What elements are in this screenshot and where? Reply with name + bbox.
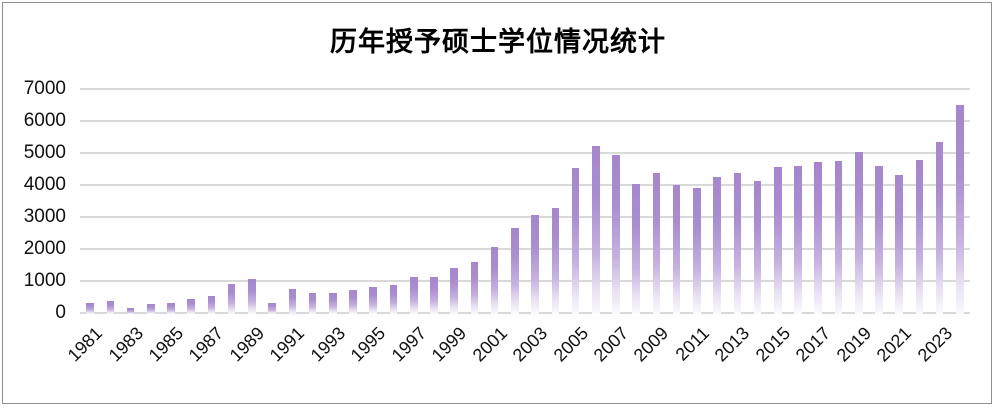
y-axis-label: 6000 [23, 110, 66, 131]
y-axis-label: 2000 [23, 238, 66, 259]
y-axis-label: 3000 [23, 206, 66, 227]
bar-2007 [612, 154, 620, 315]
gridline [80, 184, 970, 186]
bar-1982 [106, 301, 115, 315]
bar-2011 [693, 187, 701, 315]
bar-2003 [531, 215, 539, 315]
bar-2000 [470, 262, 479, 315]
y-axis-label: 1000 [23, 270, 66, 291]
bar-1984 [146, 304, 155, 315]
bar-1983 [126, 307, 135, 315]
bar-1990 [268, 303, 276, 315]
gridline [80, 280, 970, 282]
gridline [80, 248, 970, 250]
bar-2022 [915, 160, 924, 315]
bar-2021 [895, 175, 903, 315]
bar-1993 [329, 292, 337, 315]
bar-1995 [369, 287, 378, 315]
bar-2002 [511, 228, 519, 315]
bar-2014 [753, 180, 762, 315]
bar-2018 [834, 161, 843, 315]
bar-2010 [672, 184, 681, 315]
bar-1987 [207, 296, 216, 315]
bar-2012 [713, 177, 721, 315]
gridline [80, 152, 970, 154]
bar-1997 [409, 277, 418, 315]
bar-2017 [814, 162, 823, 315]
chart-title: 历年授予硕士学位情况统计 [330, 27, 666, 57]
bar-2004 [551, 208, 560, 315]
bar-2024 [956, 105, 964, 315]
bar-1991 [288, 289, 297, 315]
x-axis-line [80, 312, 970, 314]
bar-2008 [632, 183, 641, 315]
bar-1988 [227, 283, 236, 315]
y-axis-label: 5000 [23, 142, 66, 163]
bar-2019 [854, 152, 863, 315]
gridline [80, 88, 970, 90]
bar-1985 [167, 302, 175, 315]
y-axis-label: 4000 [23, 174, 66, 195]
bar-1998 [430, 276, 438, 315]
bar-2001 [490, 247, 499, 315]
y-axis-label: 0 [55, 302, 66, 323]
gridline [80, 216, 970, 218]
bar-1996 [389, 284, 398, 315]
bar-1981 [86, 303, 94, 315]
bar-1999 [450, 267, 458, 315]
bar-2015 [774, 167, 782, 315]
bar-2009 [652, 173, 661, 315]
bar-1986 [187, 298, 196, 315]
gridline [80, 120, 970, 122]
bar-1989 [248, 278, 256, 315]
bar-2006 [591, 146, 600, 315]
bar-2013 [733, 173, 742, 315]
bar-2005 [571, 168, 580, 315]
bar-1994 [349, 289, 357, 315]
bar-2020 [875, 165, 883, 315]
y-axis-label: 7000 [23, 78, 66, 99]
bar-2016 [794, 165, 802, 315]
bar-2023 [935, 141, 944, 315]
bar-1992 [308, 293, 317, 315]
